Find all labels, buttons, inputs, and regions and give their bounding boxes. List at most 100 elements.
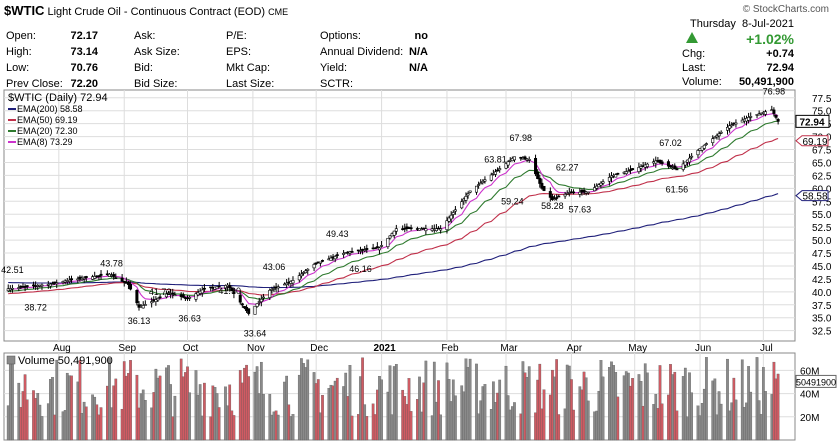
price-bar xyxy=(215,286,219,290)
chg-label: Chg: xyxy=(682,48,706,60)
price-annotation: 33.64 xyxy=(244,329,267,339)
price-tick-label: 35.0 xyxy=(812,314,832,325)
price-bar xyxy=(447,217,451,222)
high-value: 73.14 xyxy=(70,46,98,58)
volume-bar xyxy=(84,406,88,441)
price-bar xyxy=(259,298,263,303)
last-label: Last: xyxy=(682,62,706,74)
price-bar xyxy=(673,165,677,170)
volume-bar xyxy=(538,363,542,441)
price-bar xyxy=(112,274,116,277)
price-annotation: 76.98 xyxy=(763,86,786,96)
volume-bar xyxy=(432,361,436,441)
volume-bar xyxy=(361,357,364,441)
volume-bar xyxy=(276,414,280,441)
volume-bar xyxy=(645,372,649,441)
volume-bar xyxy=(380,379,383,441)
volume-bar xyxy=(291,414,295,441)
date-tick-label: 2021 xyxy=(373,343,396,354)
price-bar xyxy=(599,182,603,186)
price-bar xyxy=(572,191,576,194)
price-annotation: 49.43 xyxy=(326,229,349,239)
volume-bar xyxy=(755,357,759,441)
price-bar xyxy=(285,282,289,285)
price-bar xyxy=(272,288,276,290)
price-bar xyxy=(291,280,295,284)
volume-bar xyxy=(232,415,236,441)
volume-bar xyxy=(542,389,546,441)
price-bar xyxy=(519,156,523,159)
price-bar xyxy=(540,182,544,189)
price-bar xyxy=(126,281,130,285)
price-bar xyxy=(730,124,734,127)
price-bar xyxy=(268,289,272,298)
percent-change: +1.02% xyxy=(746,31,794,47)
price-bar xyxy=(498,168,502,171)
volume-bar xyxy=(198,384,202,441)
price-annotation: 58.28 xyxy=(541,201,564,211)
price-bar xyxy=(392,230,396,236)
price-tick-label: 57.5 xyxy=(812,197,832,208)
volume-bar xyxy=(475,363,478,441)
price-bar xyxy=(202,287,206,290)
volume-bar xyxy=(683,367,687,441)
volume-bar xyxy=(439,414,442,441)
price-bar xyxy=(728,125,732,129)
ema-line xyxy=(8,120,779,300)
price-bar xyxy=(230,288,234,292)
price-chart-title: $WTIC (Daily) 72.94 xyxy=(8,92,108,104)
price-bar xyxy=(542,185,546,191)
price-bar xyxy=(306,268,310,271)
chg-value: +0.74 xyxy=(766,48,794,60)
price-annotation: 38.72 xyxy=(24,302,47,312)
volume-tick-label: 60M xyxy=(800,366,819,377)
volume-bar xyxy=(555,359,558,441)
volume-legend-swatch xyxy=(6,355,16,365)
price-bar xyxy=(171,292,175,295)
price-bar xyxy=(375,246,379,249)
yield-label: Yield: xyxy=(320,62,348,74)
volume-bar xyxy=(394,364,398,441)
price-bar xyxy=(156,298,160,301)
volume-bar xyxy=(719,403,723,441)
volume-bar xyxy=(321,395,324,441)
price-bar xyxy=(247,308,251,314)
price-bar xyxy=(120,277,124,282)
price-bar xyxy=(550,196,554,201)
price-bar xyxy=(548,191,552,198)
price-bar xyxy=(660,161,664,164)
ticker-symbol[interactable]: $WTIC xyxy=(4,3,45,18)
ema-legend-entry: EMA(20) 72.30 xyxy=(17,126,78,136)
price-bar xyxy=(553,198,557,201)
price-bar xyxy=(97,275,101,278)
price-bar xyxy=(82,277,86,280)
price-annotation: 41.90 xyxy=(218,286,241,296)
prev-close-label: Prev Close: xyxy=(6,78,63,90)
volume-bar xyxy=(570,379,573,441)
ema-line xyxy=(8,193,779,289)
volume-bar xyxy=(673,371,677,441)
brand-watermark[interactable]: © StockCharts.com xyxy=(742,4,829,15)
price-bar xyxy=(713,136,717,139)
price-bar xyxy=(76,278,80,281)
price-bar xyxy=(217,286,221,288)
price-annotation: 62.27 xyxy=(556,163,579,173)
price-bar xyxy=(51,283,55,285)
price-bars xyxy=(6,105,780,316)
date-tick-label: Apr xyxy=(567,343,583,354)
price-bar xyxy=(188,297,192,299)
price-bar xyxy=(555,197,559,199)
price-bar xyxy=(333,256,337,260)
volume-bar xyxy=(776,373,780,441)
price-bar xyxy=(445,220,449,231)
price-bar xyxy=(711,138,715,144)
price-bar xyxy=(626,170,630,173)
open-value: 72.17 xyxy=(70,30,98,42)
volume-bar xyxy=(262,394,265,441)
volume-bar xyxy=(11,363,14,441)
volume-bar xyxy=(705,357,708,441)
volume-bar xyxy=(658,365,662,441)
